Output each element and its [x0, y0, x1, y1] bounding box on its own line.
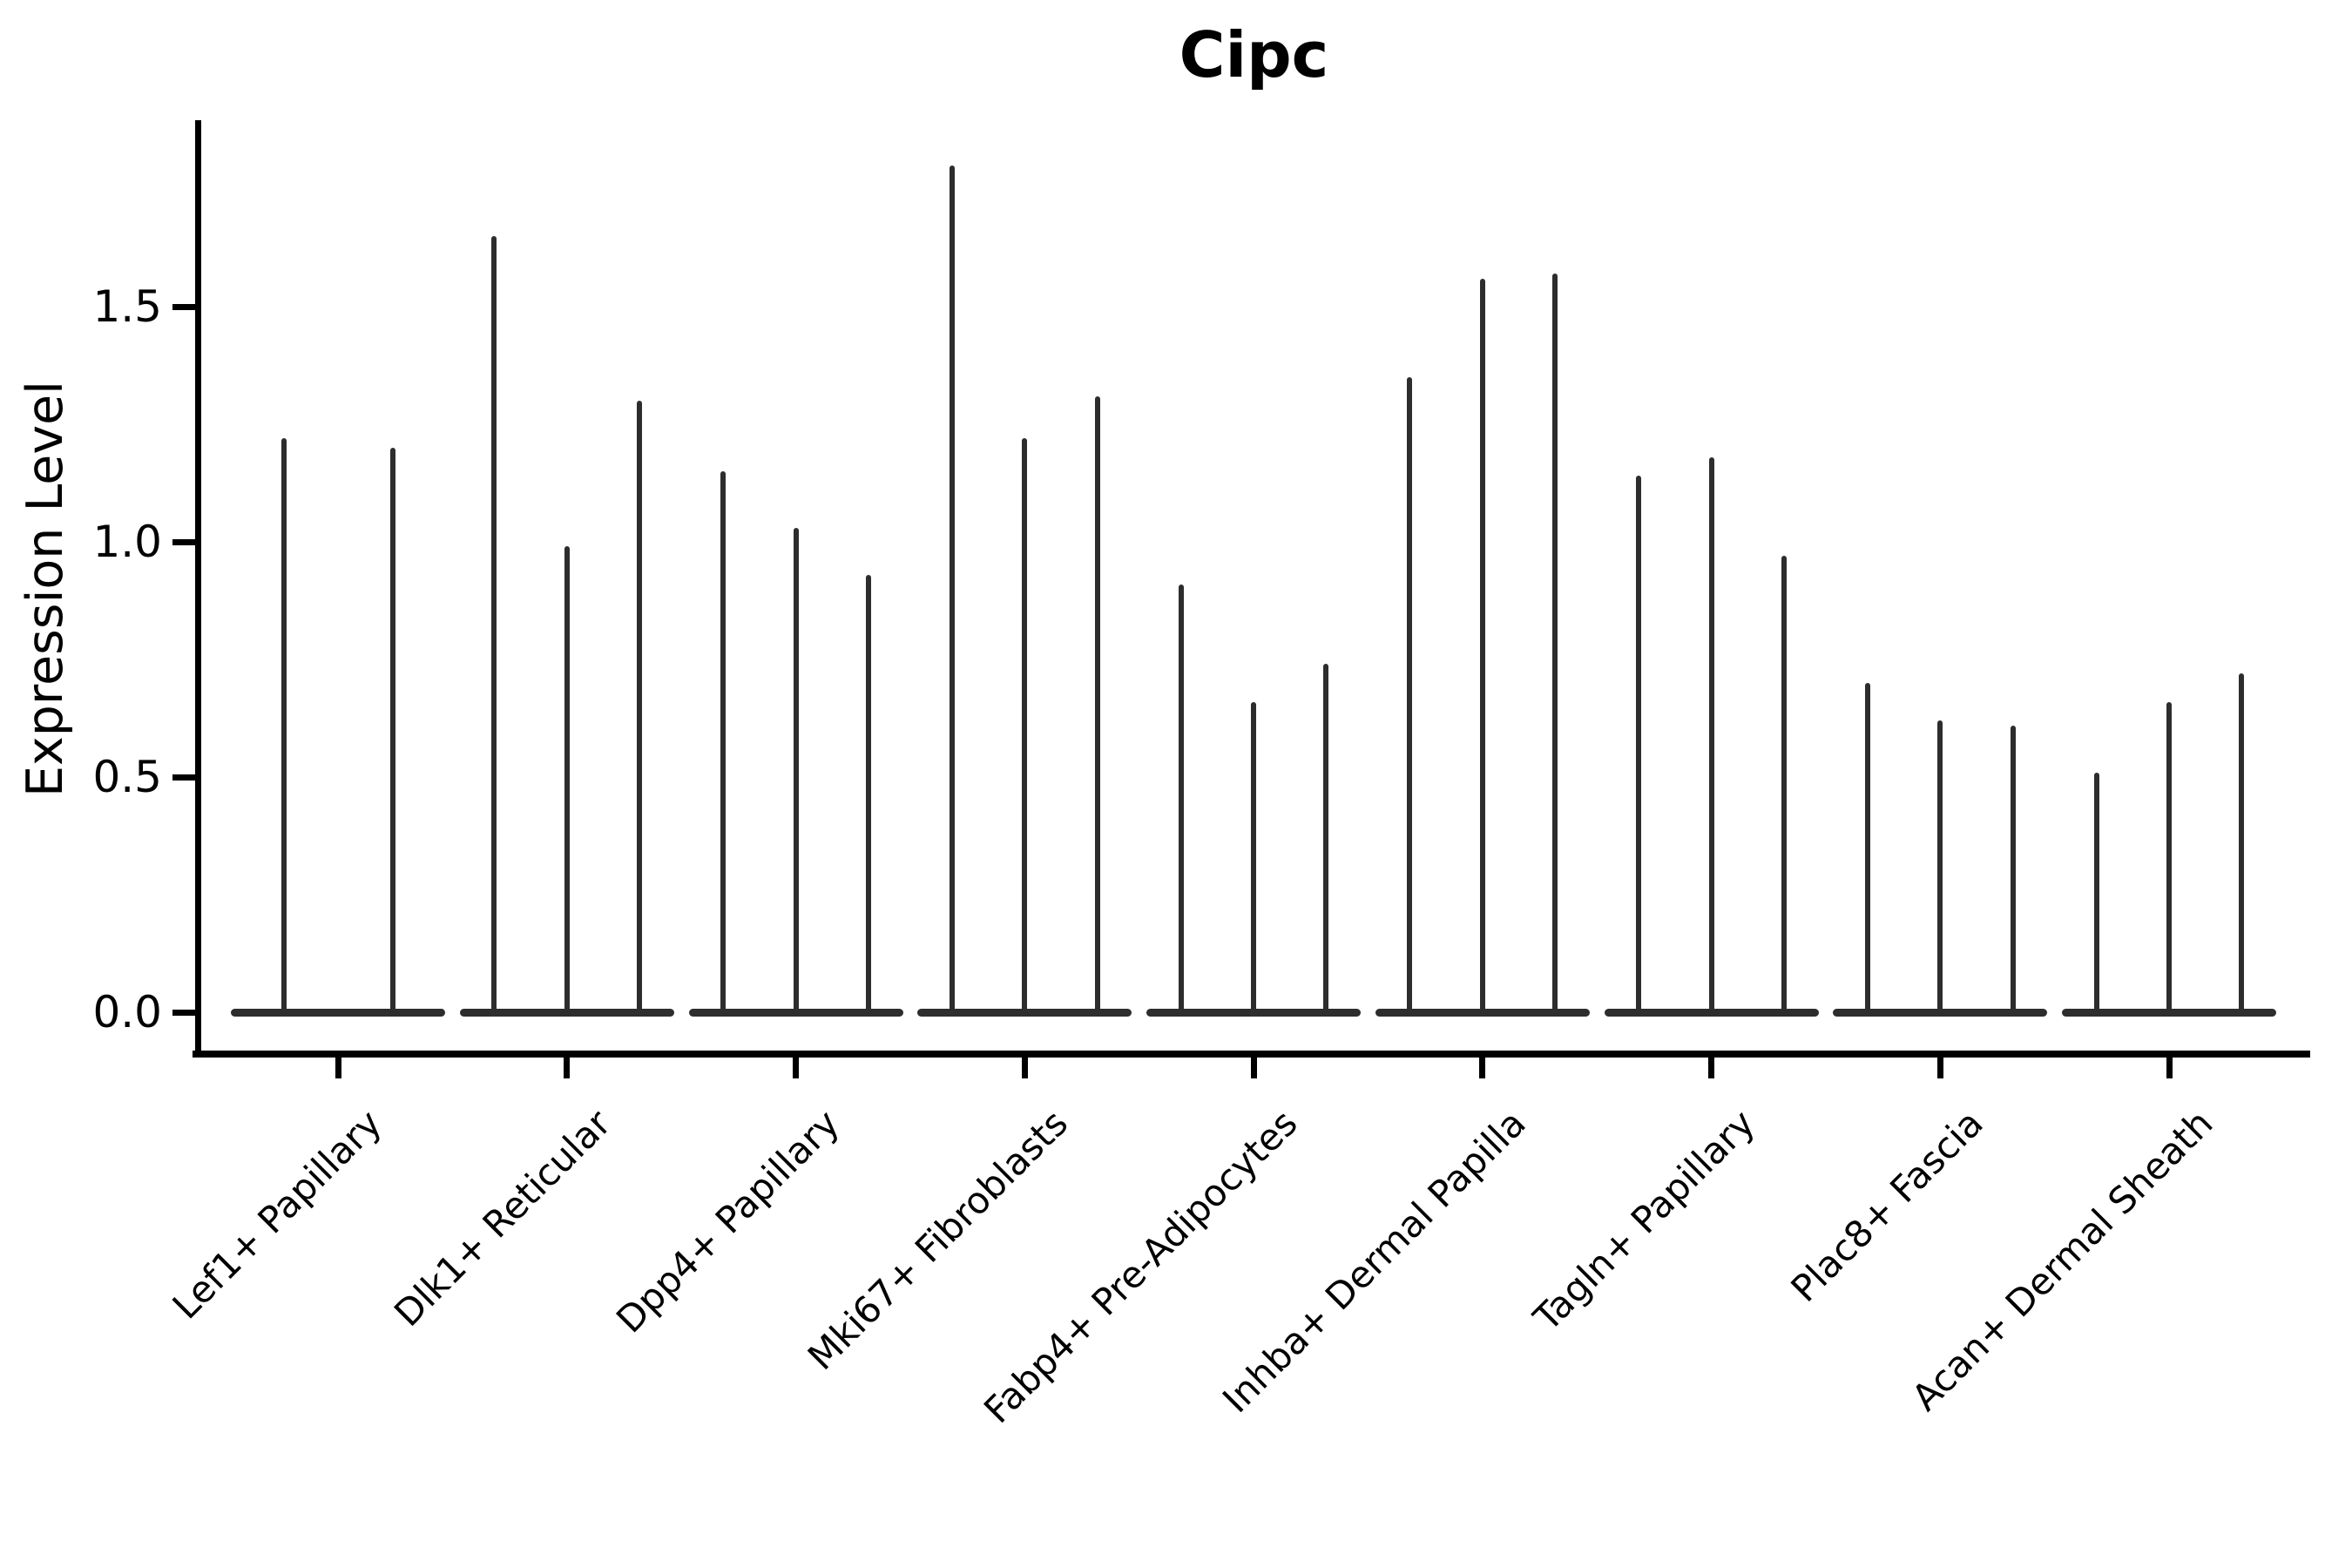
x-tick-mark	[564, 1051, 570, 1078]
chart-title: Cipc	[1179, 18, 1329, 91]
x-tick-label-text: Mki67+ Fibroblasts	[799, 1101, 1077, 1379]
y-tick-mark	[172, 1010, 195, 1016]
y-tick-mark	[172, 539, 195, 545]
violin-spike	[1407, 377, 1412, 1016]
violin-spike	[390, 448, 395, 1016]
violin-spike	[491, 236, 497, 1016]
y-tick-label: 0.5	[92, 752, 162, 802]
violin-spike	[1323, 664, 1328, 1016]
x-tick-mark	[1251, 1051, 1257, 1078]
x-tick-mark	[2166, 1051, 2173, 1078]
violin-spike	[1865, 683, 1870, 1016]
violin-spike	[1022, 438, 1027, 1016]
violin-spike	[1709, 457, 1714, 1016]
y-tick-mark	[172, 774, 195, 781]
x-tick-label-text: Tagln+ Papillary	[1525, 1101, 1764, 1340]
x-tick-label-text: Dpp4+ Papillary	[608, 1101, 848, 1342]
violin-spike	[1095, 396, 1100, 1016]
violin-spike	[2166, 702, 2172, 1016]
violin-spike	[1480, 279, 1485, 1016]
violin-spike	[637, 401, 642, 1016]
violin-spike	[950, 166, 955, 1016]
x-tick-mark	[1708, 1051, 1714, 1078]
y-axis-spine	[195, 120, 201, 1058]
violin-spike	[2094, 773, 2099, 1016]
y-tick-label: 0.0	[92, 987, 162, 1037]
violin-base	[231, 1009, 445, 1017]
x-tick-label-text: Lef1+ Papillary	[164, 1101, 390, 1328]
x-tick-label-text: Dlk1+ Reticular	[385, 1101, 619, 1335]
violin-spike	[794, 528, 799, 1016]
x-tick-mark	[1022, 1051, 1028, 1078]
y-axis-label-text: Expression Level	[17, 381, 74, 797]
violin-spike	[1937, 720, 1943, 1016]
x-tick-mark	[335, 1051, 341, 1078]
y-tick-mark	[172, 304, 195, 310]
violin-spike	[281, 438, 287, 1016]
x-tick-mark	[1937, 1051, 1943, 1078]
violin-spike	[866, 575, 871, 1016]
violin-spike	[564, 546, 570, 1016]
violin-spike	[1781, 556, 1787, 1016]
y-tick-label: 1.5	[92, 281, 162, 332]
x-tick-mark	[1479, 1051, 1485, 1078]
y-tick-label: 1.0	[92, 517, 162, 567]
x-tick-label-text: Plac8+ Fascia	[1782, 1101, 1992, 1310]
violin-spike	[1179, 585, 1184, 1016]
violin-spike	[1552, 274, 1558, 1016]
violin-spike	[1636, 476, 1641, 1016]
x-tick-mark	[793, 1051, 799, 1078]
violin-spike	[2011, 726, 2016, 1016]
violin-spike	[2239, 673, 2244, 1016]
violin-spike	[1251, 702, 1256, 1016]
violin-spike	[720, 471, 726, 1016]
